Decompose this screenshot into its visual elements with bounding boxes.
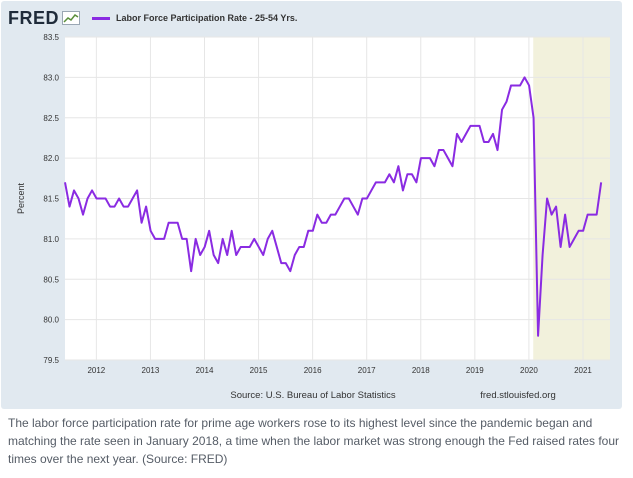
x-tick-label: 2019 [466,366,484,375]
fred-chart-icon [62,11,80,25]
y-tick-label: 83.5 [43,33,59,42]
x-tick-label: 2016 [304,366,322,375]
y-tick-label: 79.5 [43,356,59,365]
y-axis-ticks: 83.5 83.0 82.5 82.0 81.5 81.0 80.5 80.0 79.5 [43,33,59,365]
x-tick-label: 2020 [520,366,538,375]
y-tick-label: 82.0 [43,154,59,163]
chart-caption: The labor force participation rate for p… [8,416,620,466]
y-tick-label: 81.5 [43,195,59,204]
y-tick-label: 80.5 [43,275,59,284]
fred-site-link[interactable]: fred.stlouisfed.org [480,390,556,401]
chart-header: FRED Labor Force Participation Rate - 25… [8,7,297,29]
gridlines [65,36,610,361]
x-axis-ticks: 2012 2013 2014 2015 2016 2017 2018 2019 2020 2021 [87,366,592,375]
y-tick-label: 83.0 [43,73,59,82]
source-text: Source: U.S. Bureau of Labor Statistics [230,390,396,401]
x-tick-label: 2015 [250,366,268,375]
series-line-lfpr [64,76,603,337]
x-tick-label: 2017 [358,366,376,375]
x-tick-label: 2021 [574,366,592,375]
fred-logo[interactable]: FRED [8,7,59,28]
legend-label: Labor Force Participation Rate - 25-54 Y… [116,13,298,23]
x-tick-label: 2014 [196,366,214,375]
y-tick-label: 82.5 [43,114,59,123]
y-tick-label: 80.0 [43,316,59,325]
y-tick-label: 81.0 [43,235,59,244]
x-tick-label: 2018 [412,366,430,375]
x-tick-label: 2012 [87,366,105,375]
y-axis-label: Percent [16,182,26,214]
line-chart: 83.5 83.0 82.5 82.0 81.5 81.0 80.5 80.0 79.5 201… [16,33,610,401]
x-tick-label: 2013 [142,366,160,375]
legend-swatch [92,16,110,20]
